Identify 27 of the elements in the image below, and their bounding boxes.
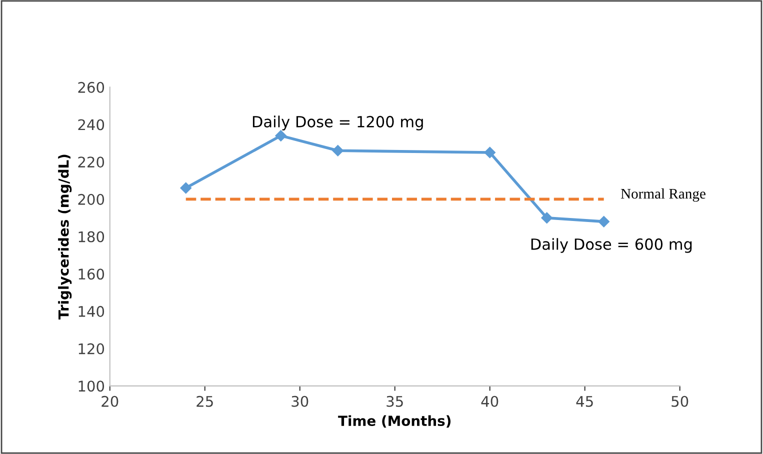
x-tick-label: 50 (672, 396, 688, 407)
x-axis-title: Time (Months) (338, 415, 451, 428)
ref-line-label: Normal Range (620, 188, 706, 202)
y-tick-label: 220 (78, 156, 104, 168)
y-tick-label: 160 (78, 268, 104, 280)
y-axis-title: Triglycerides (mg/dL) (58, 154, 72, 320)
y-tick-label: 100 (78, 380, 104, 392)
x-tick-label: 25 (196, 396, 213, 407)
y-tick-label: 120 (78, 343, 104, 354)
point (332, 145, 344, 156)
y-tick-label: 180 (78, 231, 104, 242)
x-tick-label: 35 (386, 396, 403, 407)
y-tick-label: 140 (78, 306, 104, 317)
x-tick-label: 20 (102, 396, 118, 407)
y-tick-label: 240 (78, 119, 104, 130)
annotation: Daily Dose = 600 mg (531, 238, 692, 253)
point (541, 212, 552, 224)
x-tick-label: 40 (481, 396, 498, 407)
x-tick-label: 30 (292, 396, 308, 407)
y-tick-label: 260 (78, 82, 104, 93)
annotation: Daily Dose = 1200 mg (252, 116, 423, 130)
point (484, 146, 496, 158)
y-tick-label: 200 (78, 194, 104, 205)
x-tick-label: 45 (576, 396, 593, 407)
point (275, 130, 286, 142)
point (180, 182, 192, 194)
point (598, 216, 610, 228)
